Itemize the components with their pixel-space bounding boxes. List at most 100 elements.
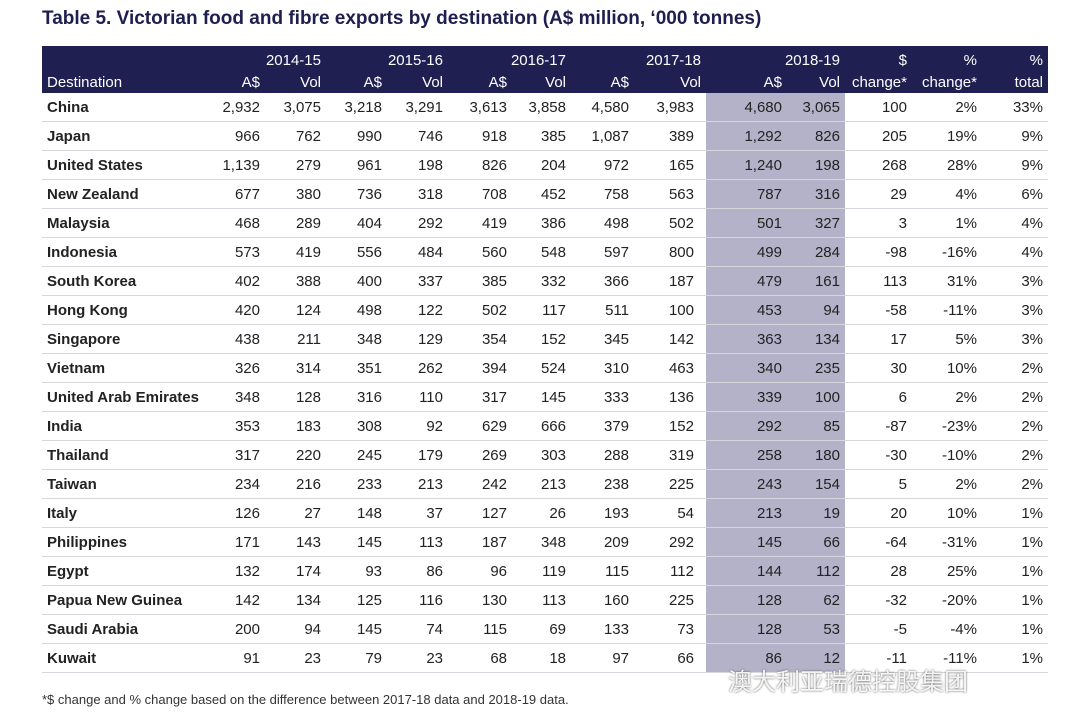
cell: 262: [387, 353, 448, 383]
cell: -11%: [912, 295, 982, 325]
cell: 28: [845, 556, 912, 586]
cell: 327: [787, 208, 845, 238]
table-row: United States 1,139 279 961 198 826 204 972 165 1…: [42, 150, 1048, 180]
destination: United Arab Emirates: [42, 382, 205, 412]
destination: Saudi Arabia: [42, 614, 205, 644]
destination: Malaysia: [42, 208, 205, 238]
cell: 9%: [982, 150, 1048, 180]
cell: 1,240: [706, 150, 787, 180]
cell: 113: [845, 266, 912, 296]
cell: 269: [448, 440, 512, 470]
cell: 1,087: [571, 121, 634, 151]
cell: 452: [512, 179, 571, 209]
cell: 319: [634, 440, 706, 470]
destination: Egypt: [42, 556, 205, 586]
cell: 66: [787, 527, 845, 557]
cell: 92: [387, 411, 448, 441]
cell: 404: [326, 208, 387, 238]
cell: 242: [448, 469, 512, 499]
cell: 289: [265, 208, 326, 238]
cell: 6: [845, 382, 912, 412]
column-label: Vol: [634, 71, 706, 93]
cell: 736: [326, 179, 387, 209]
cell: 10%: [912, 498, 982, 528]
cell: 69: [512, 614, 571, 644]
header-cell: %: [912, 46, 982, 71]
cell: 961: [326, 150, 387, 180]
cell: 234: [205, 469, 265, 499]
destination: South Korea: [42, 266, 205, 296]
cell: 354: [448, 324, 512, 354]
cell: 179: [387, 440, 448, 470]
year-label: 2014-15: [205, 46, 326, 71]
cell: 279: [265, 150, 326, 180]
footnote: *$ change and % change based on the diff…: [42, 692, 569, 707]
cell: 183: [265, 411, 326, 441]
cell: 142: [205, 585, 265, 615]
cell: 498: [326, 295, 387, 325]
cell: 333: [571, 382, 634, 412]
cell: 19: [787, 498, 845, 528]
cell: 66: [634, 643, 706, 673]
cell: 345: [571, 324, 634, 354]
destination: Papua New Guinea: [42, 585, 205, 615]
cell: 3,218: [326, 93, 387, 122]
cell: 97: [571, 643, 634, 673]
cell: 213: [706, 498, 787, 528]
cell: 144: [706, 556, 787, 586]
year-label: 2017-18: [571, 46, 706, 71]
column-label: total: [982, 71, 1048, 93]
cell: 213: [387, 469, 448, 499]
cell: 19%: [912, 121, 982, 151]
cell: 79: [326, 643, 387, 673]
cell: -23%: [912, 411, 982, 441]
cell: 502: [448, 295, 512, 325]
cell: 116: [387, 585, 448, 615]
table-header: 2014-15 2015-16 2016-17 2017-18 2018-19 $%% De…: [42, 46, 1048, 93]
cell: 2%: [982, 469, 1048, 499]
cell: 400: [326, 266, 387, 296]
cell: 394: [448, 353, 512, 383]
cell: 337: [387, 266, 448, 296]
cell: 74: [387, 614, 448, 644]
cell: 826: [787, 121, 845, 151]
cell: 385: [448, 266, 512, 296]
cell: 2%: [912, 382, 982, 412]
table-row: United Arab Emirates 348 128 316 110 317 145 33…: [42, 382, 1048, 412]
cell: 4,680: [706, 93, 787, 122]
cell: 3,983: [634, 93, 706, 122]
cell: 112: [634, 556, 706, 586]
cell: 73: [634, 614, 706, 644]
cell: 10%: [912, 353, 982, 383]
cell: 122: [387, 295, 448, 325]
cell: 762: [265, 121, 326, 151]
cell: 127: [448, 498, 512, 528]
cell: 524: [512, 353, 571, 383]
cell: 18: [512, 643, 571, 673]
cell: 386: [512, 208, 571, 238]
cell: 563: [634, 179, 706, 209]
cell: 339: [706, 382, 787, 412]
cell: 308: [326, 411, 387, 441]
cell: 1%: [982, 585, 1048, 615]
table-row: Egypt 132 174 93 86 96 119 115 112 144 112 28 25% 1%: [42, 556, 1048, 586]
cell: 180: [787, 440, 845, 470]
cell: -11%: [912, 643, 982, 673]
cell: 499: [706, 237, 787, 267]
cell: 348: [326, 324, 387, 354]
cell: 310: [571, 353, 634, 383]
cell: -30: [845, 440, 912, 470]
cell: 134: [787, 324, 845, 354]
cell: 100: [845, 93, 912, 122]
header-cell: $: [845, 46, 912, 71]
cell: 5%: [912, 324, 982, 354]
cell: 154: [787, 469, 845, 499]
cell: 145: [512, 382, 571, 412]
cell: 132: [205, 556, 265, 586]
cell: -58: [845, 295, 912, 325]
cell: -16%: [912, 237, 982, 267]
cell: 966: [205, 121, 265, 151]
destination: Taiwan: [42, 469, 205, 499]
destination: Italy: [42, 498, 205, 528]
